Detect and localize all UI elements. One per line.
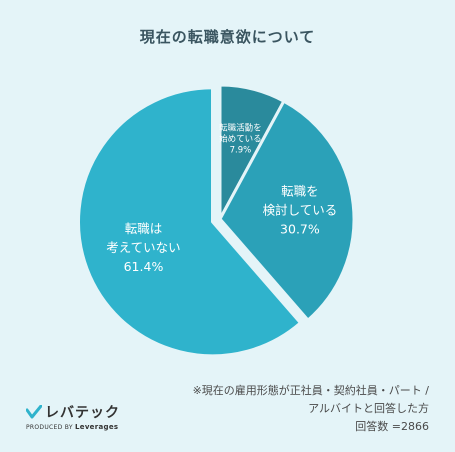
slice-category-label: 考えていない bbox=[106, 240, 180, 255]
footnote-line-1: ※現在の雇用形態が正社員・契約社員・パート / bbox=[192, 384, 429, 397]
slice-category-label: 転職活動を bbox=[219, 122, 262, 133]
pie-slice bbox=[77, 86, 302, 358]
slice-category-label: 検討している bbox=[263, 203, 338, 218]
brand-name: レバテック bbox=[45, 405, 120, 421]
slice-value-label: 61.4% bbox=[124, 259, 164, 274]
brand-tagline-prefix: PRODUCED BY bbox=[26, 424, 73, 431]
slice-category-label: 始めている bbox=[219, 133, 262, 144]
slice-value-label: 30.7% bbox=[280, 222, 320, 237]
footnote-line-3: 回答数 =2866 bbox=[355, 420, 429, 433]
brand-tagline: PRODUCED BY Leverages bbox=[26, 423, 120, 431]
slice-category-label: 転職を bbox=[281, 184, 319, 199]
footnote: ※現在の雇用形態が正社員・契約社員・パート / アルバイトと回答した方 回答数 … bbox=[193, 382, 429, 436]
chart-title: 現在の転職意欲について bbox=[139, 28, 316, 46]
brand-logo: レバテック PRODUCED BY Leverages bbox=[26, 402, 120, 431]
slice-label: 転職活動を始めている 7.9% bbox=[219, 122, 262, 155]
slice-label: 転職を検討している 30.7% bbox=[263, 184, 338, 237]
slice-value-label: 7.9% bbox=[230, 145, 252, 155]
pie-slice bbox=[218, 99, 356, 322]
slice-label: 転職は考えていない 61.4% bbox=[106, 221, 180, 274]
slice-category-label: 転職は bbox=[125, 221, 163, 236]
check-mark-icon bbox=[26, 405, 42, 419]
brand-tagline-name: Leverages bbox=[75, 423, 119, 431]
footnote-line-2: アルバイトと回答した方 bbox=[308, 402, 429, 415]
